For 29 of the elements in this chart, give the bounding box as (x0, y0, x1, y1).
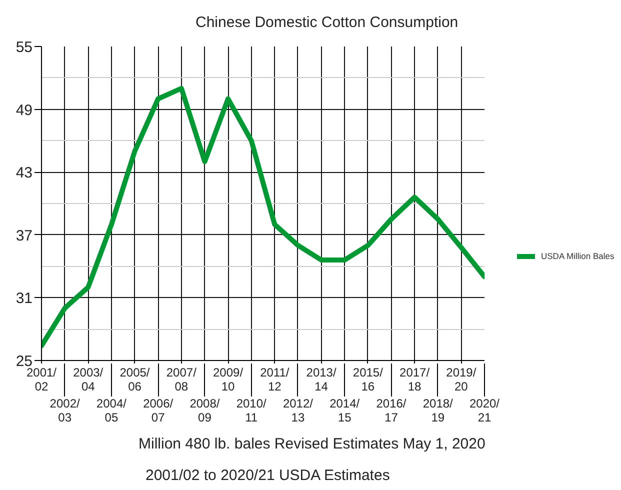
text: 2001/02 to 2020/21 USDA Estimates (146, 467, 390, 484)
x-tick-label: 2013/14 (306, 366, 337, 394)
x-tick-label: 2020/21 (469, 396, 500, 424)
chart-title: Chinese Domestic Cotton Consumption (196, 14, 458, 31)
x-tick-label: 2005/06 (120, 366, 150, 394)
x-tick-label: 2019/20 (446, 366, 477, 394)
x-tick-label: 2006/07 (143, 396, 174, 424)
x-tick-label: 2004/05 (96, 396, 128, 424)
y-tick-label: 55 (16, 39, 33, 56)
x-tick-label: 2009/10 (213, 366, 244, 394)
x-tick-label: 2001/02 (26, 366, 58, 394)
x-tick-label: 2018/19 (422, 396, 454, 424)
x-tick-label: 2010/11 (236, 396, 268, 424)
x-tick-label: 2011/12 (260, 366, 290, 394)
x-tick-label: 2014/15 (330, 396, 360, 424)
x-tick-label: 2012/13 (282, 396, 314, 424)
legend-label: USDA Million Bales (541, 251, 614, 261)
y-tick-label: 43 (16, 164, 33, 182)
y-tick-label: 49 (16, 102, 33, 119)
x-tick-label: 2002/03 (50, 396, 80, 424)
x-tick-label: 2016/17 (376, 396, 407, 424)
text: Million 480 lb. bales Revised Estimates May 1, 2020 (138, 436, 486, 452)
x-tick-label: 2003/04 (73, 366, 104, 394)
x-tick-label: 2007/08 (166, 366, 198, 394)
x-tick-label: 2015/16 (352, 366, 384, 394)
x-tick-label: 2017/18 (400, 366, 430, 394)
x-tick-label: 2008/09 (190, 396, 220, 424)
y-tick-label: 31 (16, 290, 33, 308)
y-tick-label: 37 (16, 227, 33, 244)
